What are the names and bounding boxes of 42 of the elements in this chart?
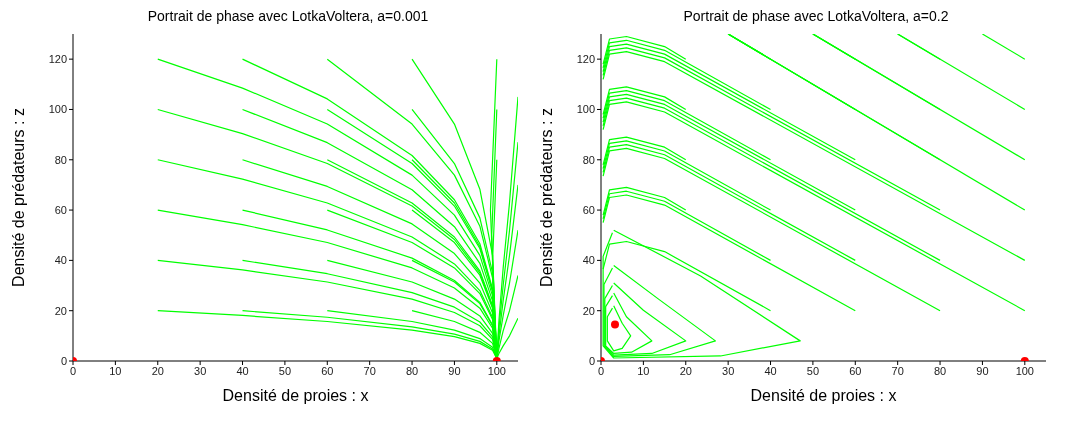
y-axis-title: Densité de prédateurs : z (9, 108, 27, 287)
x-tick-label: 100 (1015, 364, 1034, 377)
x-tick-label: 20 (679, 364, 692, 377)
x-tick-label: 50 (278, 364, 292, 377)
x-tick-label: 60 (849, 364, 862, 377)
y-tick-label: 80 (54, 153, 67, 166)
x-tick-label: 30 (722, 364, 735, 377)
x-tick-label: 0 (69, 364, 77, 377)
x-tick-label: 70 (363, 364, 376, 377)
x-tick-label: 80 (933, 364, 947, 377)
y-tick-label: 60 (582, 203, 595, 216)
y-tick-label: 40 (54, 254, 67, 267)
x-tick-label: 50 (806, 364, 820, 377)
y-tick-label: 120 (48, 53, 67, 66)
x-tick-label: 20 (151, 364, 164, 377)
x-tick-label: 40 (236, 364, 249, 377)
x-tick-label: 80 (405, 364, 419, 377)
y-axis-title: Densité de prédateurs : z (537, 108, 555, 287)
y-tick-label: 0 (60, 354, 67, 367)
x-tick-label: 70 (891, 364, 904, 377)
y-tick-label: 100 (576, 103, 595, 116)
y-tick-label: 20 (54, 304, 67, 317)
x-tick-label: 90 (976, 364, 989, 377)
y-tick-label: 100 (48, 103, 67, 116)
y-tick-label: 80 (582, 153, 595, 166)
x-axis-title: Densité de proies : x (222, 387, 369, 404)
x-tick-label: 10 (109, 364, 122, 377)
y-tick-label: 40 (582, 254, 595, 267)
chart-title: Portrait de phase avec LotkaVoltera, a=0.2 (682, 8, 950, 26)
chart-title: Portrait de phase avec LotkaVoltera, a=0.001 (146, 8, 430, 26)
y-tick-label: 120 (576, 53, 595, 66)
x-tick-label: 10 (637, 364, 650, 377)
x-tick-label: 100 (487, 364, 506, 377)
y-tick-label: 60 (54, 203, 67, 216)
x-axis-title: Densité de proies : x (750, 387, 897, 404)
x-tick-label: 0 (597, 364, 605, 377)
x-tick-label: 60 (321, 364, 334, 377)
x-tick-label: 40 (764, 364, 777, 377)
y-tick-label: 0 (588, 354, 595, 367)
x-tick-label: 90 (448, 364, 461, 377)
x-tick-label: 30 (194, 364, 207, 377)
y-tick-label: 20 (582, 304, 595, 317)
